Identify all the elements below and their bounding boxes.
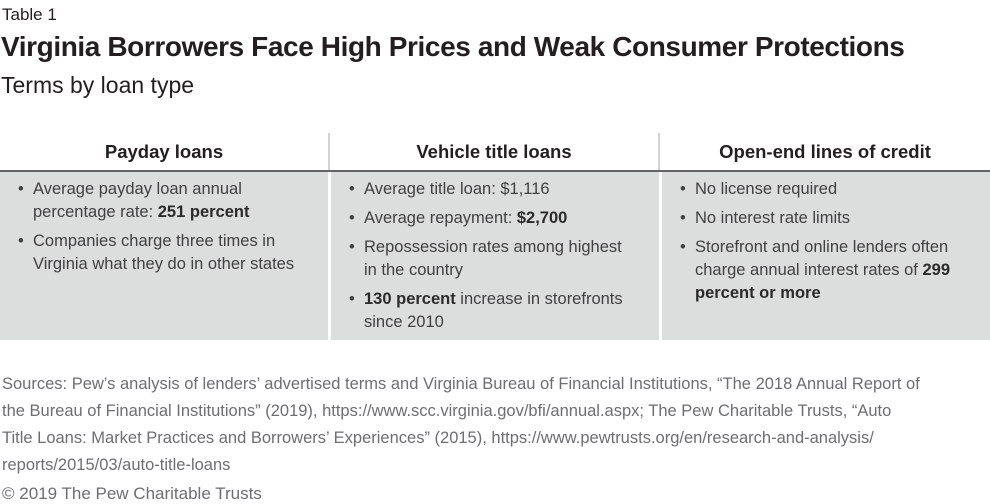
column-header-vehicle-title-loans: Vehicle title loans [330,133,660,170]
column-body-open-end-lines-of-credit: No license required No interest rate limi… [662,172,990,340]
sources-line: reports/2015/03/auto-title-loans [2,456,231,474]
bullet-item: Average repayment: $2,700 [349,207,651,230]
bullet-item: No interest rate limits [680,207,982,230]
page-subtitle: Terms by loan type [1,72,195,98]
copyright-notice: © 2019 The Pew Charitable Trusts [2,484,262,503]
column-body-vehicle-title-loans: Average title loan: $1,116 Average repaym… [331,172,659,340]
column-header-payday-loans: Payday loans [0,133,330,170]
bullet-item: 130 percent increase in storefrontssince… [349,288,651,334]
table-label: Table 1 [2,5,57,24]
sources-line: Title Loans: Market Practices and Borrow… [2,429,874,447]
bullet-item: No license required [680,178,982,201]
bullet-item: Average title loan: $1,116 [349,178,651,201]
header-rule [0,170,990,172]
bullet-item: Storefront and online lenders oftencharg… [680,236,982,305]
bullet-list-open-end-lines-of-credit: No license required No interest rate limi… [680,178,982,305]
bullet-list-vehicle-title-loans: Average title loan: $1,116 Average repaym… [349,178,651,334]
sources-line: Sources: Pew’s analysis of lenders’ adve… [2,375,920,393]
page-title: Virginia Borrowers Face High Prices and … [1,31,905,62]
bullet-item: Companies charge three times inVirginia … [18,230,320,276]
sources-line: the Bureau of Financial Institutions” (2… [2,402,892,420]
table-header-row: Payday loans Vehicle title loans Open-en… [0,133,990,170]
sources-note: Sources: Pew’s analysis of lenders’ adve… [0,371,990,479]
loan-terms-table: Payday loans Vehicle title loans Open-en… [0,133,990,340]
column-header-open-end-lines-of-credit: Open-end lines of credit [719,140,931,162]
